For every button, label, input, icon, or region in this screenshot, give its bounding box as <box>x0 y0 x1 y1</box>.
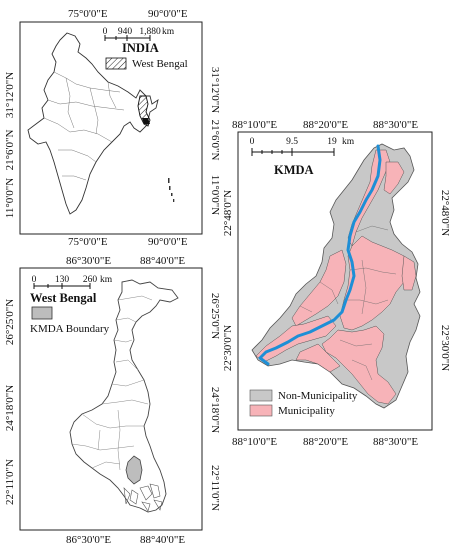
kmda-top-label-3: 88°30'0"E <box>373 119 418 131</box>
kmda-bottom-label-2: 88°20'0"E <box>303 436 348 448</box>
india-scale-tick-2: 1,880 <box>139 27 161 37</box>
india-panel: 75°0'0"E 90°0'0"E 75°0'0"E 90°0'0"E 31°1… <box>4 8 221 248</box>
wb-right-label-3: 22°11'0"N <box>209 465 221 511</box>
wb-district-boundaries <box>71 295 153 471</box>
kmda-internal-boundaries <box>299 225 397 381</box>
kmda-scale-unit: km <box>342 137 355 147</box>
kmda-left-label-2: 22°30'0"N <box>222 325 234 371</box>
kmda-legend-swatch-municipality <box>249 404 273 417</box>
wb-left-label-2: 24°18'0"N <box>4 385 16 431</box>
wb-top-label-2: 88°40'0"E <box>140 255 185 267</box>
india-scale-tick-0: 0 <box>103 27 108 37</box>
india-legend-label: West Bengal <box>132 58 188 70</box>
west-bengal-panel: 86°30'0"E 88°40'0"E 86°30'0"E 88°40'0"E … <box>4 255 221 546</box>
india-map-outline <box>27 32 159 215</box>
wb-left-label-1: 26°25'0"N <box>4 299 16 345</box>
kmda-legend-swatch-non-municipality <box>249 389 273 402</box>
wb-title: West Bengal <box>30 291 97 305</box>
india-islands <box>168 178 175 202</box>
kmda-right-label-1: 22°48'0"N <box>439 190 451 236</box>
india-state-boundaries <box>43 71 125 181</box>
wb-right-label-1: 26°25'0"N <box>209 293 221 339</box>
wb-legend-label: KMDA Boundary <box>30 323 110 335</box>
india-right-label-2: 21°6'0"N <box>209 120 221 161</box>
kmda-bottom-label-1: 88°10'0"E <box>232 436 277 448</box>
india-bottom-label-2: 90°0'0"E <box>148 236 188 248</box>
wb-left-label-3: 22°11'0"N <box>4 459 16 505</box>
kmda-river <box>258 144 382 366</box>
india-top-label-2: 90°0'0"E <box>148 8 188 20</box>
india-kmda-fill <box>142 118 150 124</box>
india-scale-bar: 0 940 1,880 km <box>103 27 175 41</box>
india-legend-swatch <box>105 57 127 70</box>
india-right-label-1: 31°12'0"N <box>209 67 221 113</box>
india-right-label-3: 11°0'0"N <box>209 175 221 215</box>
wb-sundarbans-islands <box>123 483 163 512</box>
wb-top-label-1: 86°30'0"E <box>66 255 111 267</box>
kmda-top-label-2: 88°20'0"E <box>303 119 348 131</box>
wb-right-label-2: 24°18'0"N <box>209 387 221 433</box>
kmda-scale-tick-0: 0 <box>250 137 255 147</box>
kmda-legend-label-non-municipality: Non-Municipality <box>278 390 358 402</box>
wb-scale-tick-0: 0 <box>32 275 37 285</box>
wb-scale-tick-1: 130 <box>55 275 70 285</box>
wb-scale-tick-2: 260 <box>83 275 98 285</box>
wb-scale-unit: km <box>100 275 113 285</box>
kmda-scale-tick-2: 19 <box>327 137 337 147</box>
kmda-left-label-1: 22°48'0"N <box>222 190 234 236</box>
wb-legend-swatch <box>31 306 53 320</box>
kmda-scale-tick-1: 9.5 <box>286 137 298 147</box>
india-top-label-1: 75°0'0"E <box>68 8 108 20</box>
wb-map-outline <box>69 279 179 513</box>
wb-scale-bar: 0 130 260 km <box>32 275 113 289</box>
wb-bottom-label-1: 86°30'0"E <box>66 534 111 546</box>
kmda-right-label-2: 22°30'0"N <box>439 325 451 371</box>
kmda-top-label-1: 88°10'0"E <box>232 119 277 131</box>
india-bottom-label-1: 75°0'0"E <box>68 236 108 248</box>
kmda-bottom-label-3: 88°30'0"E <box>373 436 418 448</box>
kmda-title: KMDA <box>274 163 314 177</box>
india-title: INDIA <box>122 41 159 55</box>
india-left-label-2: 21°6'0"N <box>4 130 16 171</box>
kmda-panel: 88°10'0"E 88°20'0"E 88°30'0"E 88°10'0"E … <box>222 119 451 448</box>
kmda-legend: Non-Municipality Municipality <box>249 389 358 417</box>
kmda-scale-bar: 0 9.5 19 km <box>250 137 355 156</box>
india-scale-unit: km <box>162 27 175 37</box>
wb-bottom-label-2: 88°40'0"E <box>140 534 185 546</box>
india-scale-tick-1: 940 <box>118 27 133 37</box>
india-left-label-3: 11°0'0"N <box>4 178 16 218</box>
kmda-legend-label-municipality: Municipality <box>278 405 335 417</box>
wb-kmda-area <box>125 455 143 485</box>
india-left-label-1: 31°12'0"N <box>4 72 16 118</box>
